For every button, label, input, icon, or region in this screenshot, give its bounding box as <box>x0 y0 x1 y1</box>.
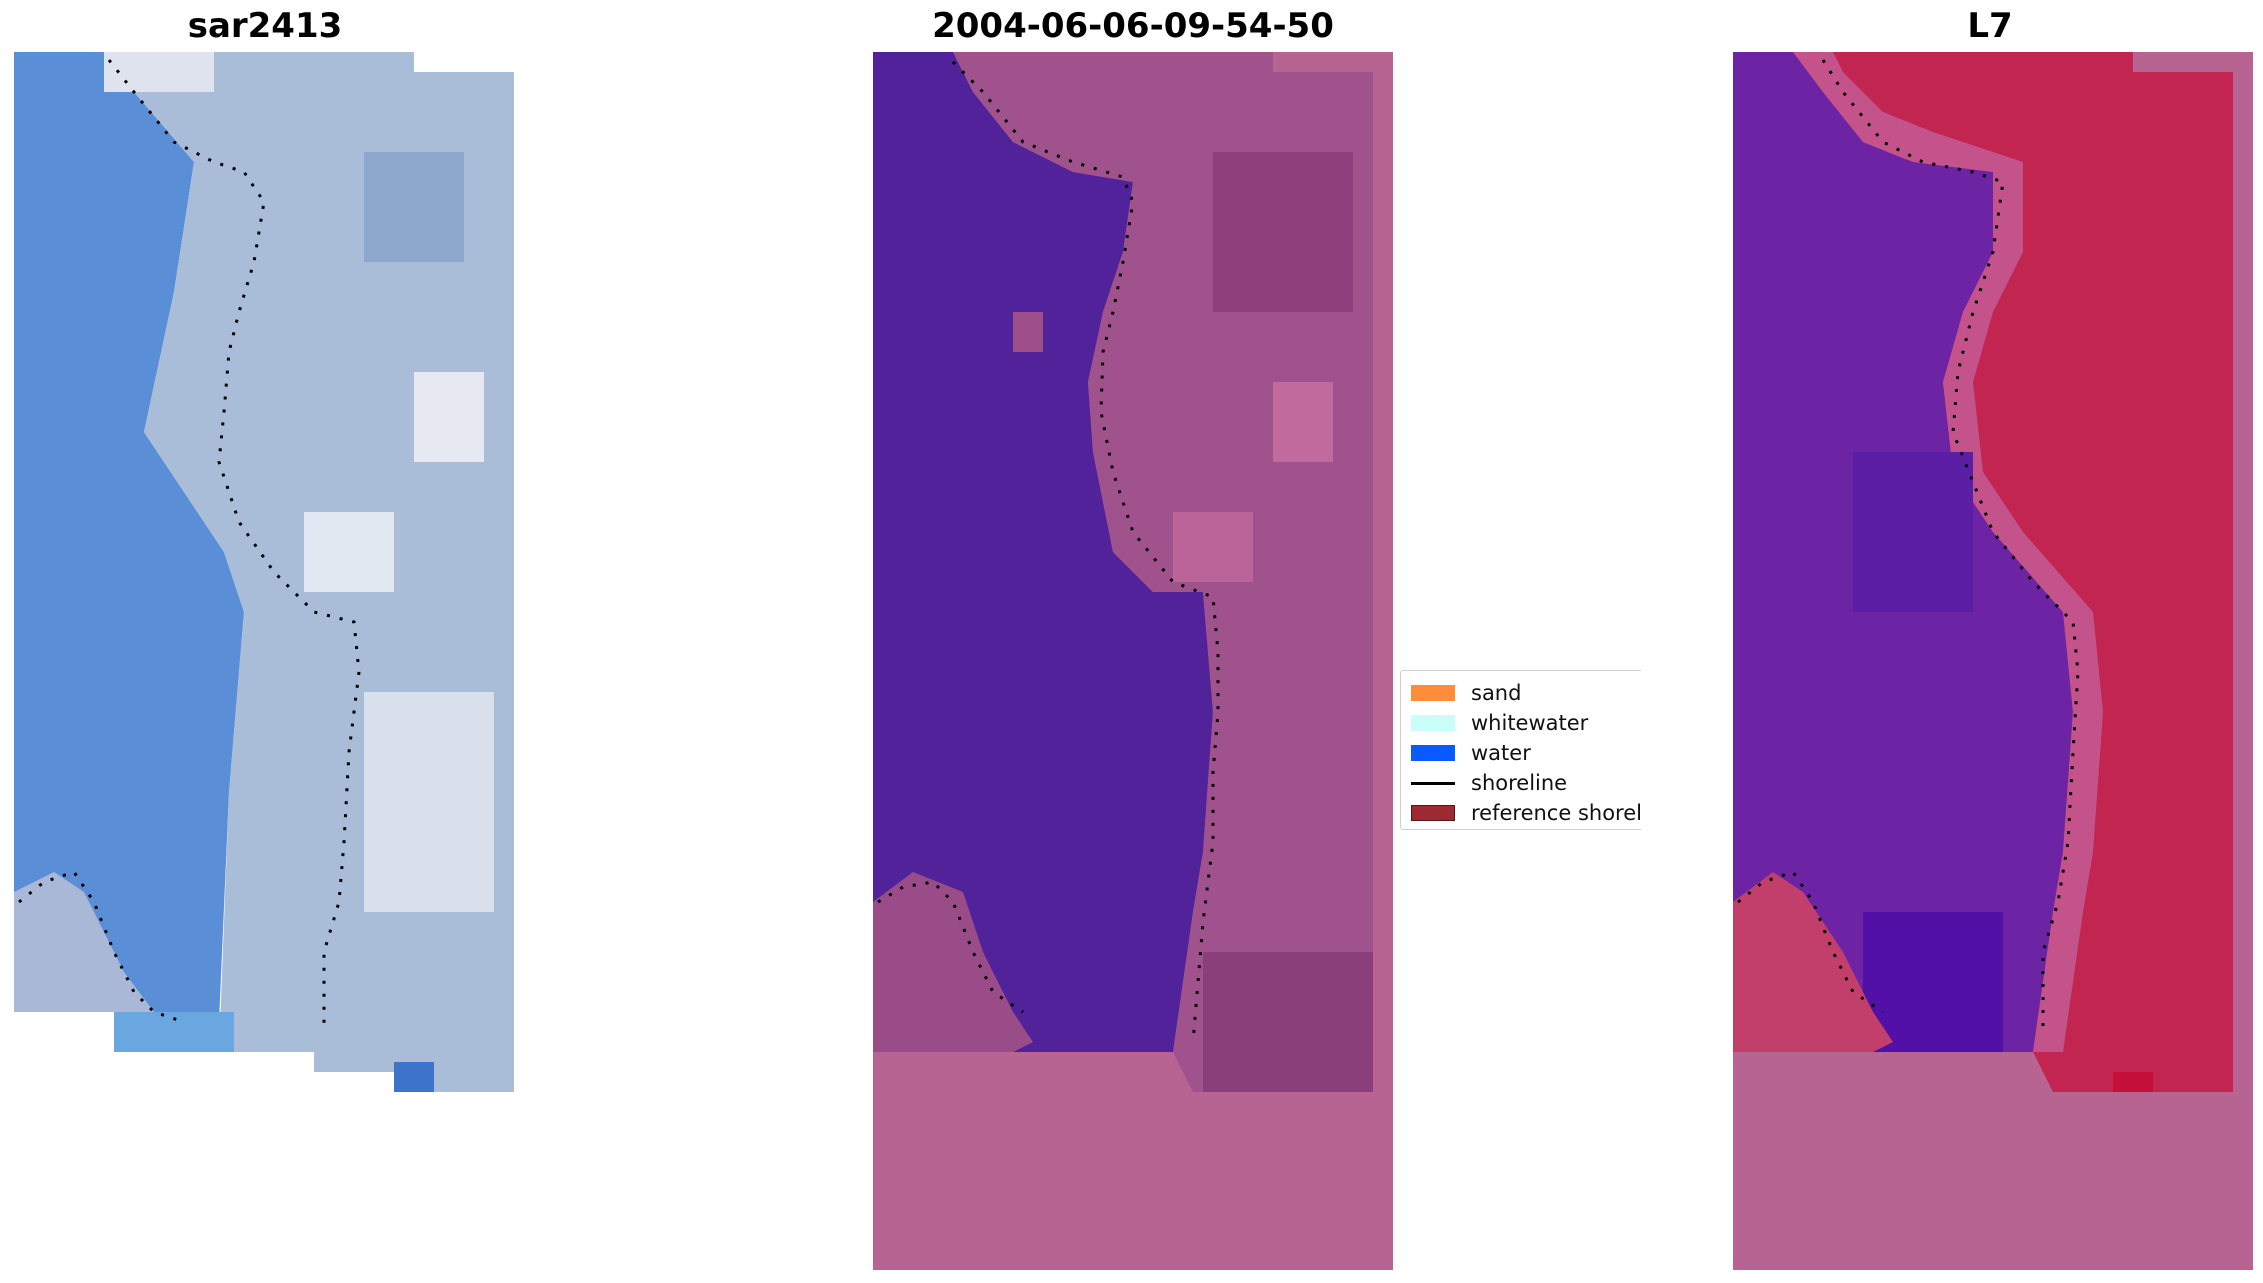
classified-nodata-bottom <box>873 1052 1173 1270</box>
classified-nodata-right <box>1373 52 1393 1270</box>
classified-image-panel <box>873 52 1393 1270</box>
rgb-sand-area <box>14 872 154 1012</box>
legend-label: whitewater <box>1471 711 1589 735</box>
classified-dark-patch <box>1203 952 1373 1092</box>
classified-nodata-top <box>1273 52 1393 72</box>
legend-label: sand <box>1471 681 1522 705</box>
rgb-dark-patch <box>364 152 464 262</box>
index-nodata-bottom <box>1733 1052 2033 1270</box>
panel-title-classified: 2004-06-06-09-54-50 <box>932 6 1334 46</box>
reference-buffer-swatch <box>1411 805 1455 821</box>
legend-item-whitewater: whitewater <box>1411 709 1588 737</box>
legend-item-reference-buffer: reference shoreline buffer <box>1411 799 1641 827</box>
rgb-image-panel <box>14 52 514 1092</box>
panel-title-index: L7 <box>1967 6 2013 46</box>
legend-label: shoreline <box>1471 771 1568 795</box>
legend-label: reference shoreline buffer <box>1471 801 1641 825</box>
water-swatch <box>1411 745 1455 761</box>
legend-item-shoreline: shoreline <box>1411 769 1567 797</box>
index-land-area <box>1793 52 2233 1092</box>
index-red-pixel <box>2113 1072 2153 1092</box>
index-deep-water <box>1863 912 2003 1052</box>
index-nodata-bottom <box>2033 1092 2253 1270</box>
rgb-bright-patch <box>304 512 394 592</box>
classified-light-patch <box>1173 512 1253 582</box>
rgb-blank-top-right <box>414 52 514 72</box>
shoreline-line-swatch <box>1411 781 1455 785</box>
rgb-bright-patch <box>414 372 484 462</box>
index-nodata-right <box>2233 52 2253 1270</box>
classified-sand-area <box>873 872 1033 1052</box>
rgb-blank-bottom-left <box>14 1012 114 1092</box>
index-deep-water <box>1853 452 1973 612</box>
panel-title-rgb: sar2413 <box>187 6 343 46</box>
index-shoreline-buffer <box>1793 52 2103 1052</box>
classified-nodata-bottom <box>1173 1092 1393 1270</box>
classified-dark-patch <box>1213 152 1353 312</box>
rgb-water-area <box>14 52 244 1022</box>
rgb-bright-patch <box>104 52 214 92</box>
rgb-bright-patch <box>364 692 494 912</box>
rgb-blank-bottom <box>314 1072 394 1092</box>
legend: sand whitewater water shoreline referenc… <box>1400 670 1641 830</box>
rgb-blank-bottom <box>114 1052 314 1092</box>
legend-label: water <box>1471 741 1531 765</box>
index-sand-area <box>1733 872 1893 1052</box>
index-nodata-top <box>2133 52 2253 72</box>
legend-item-water: water <box>1411 739 1531 767</box>
legend-item-sand: sand <box>1411 679 1521 707</box>
rgb-shoreline <box>18 59 361 1032</box>
sand-swatch <box>1411 685 1455 701</box>
index-image-panel <box>1733 52 2253 1270</box>
classified-water-area <box>873 52 1213 1052</box>
whitewater-swatch <box>1411 715 1455 731</box>
rgb-bottom-strip <box>394 1062 434 1092</box>
classified-light-patch <box>1273 382 1333 462</box>
classified-small-patch <box>1013 312 1043 352</box>
